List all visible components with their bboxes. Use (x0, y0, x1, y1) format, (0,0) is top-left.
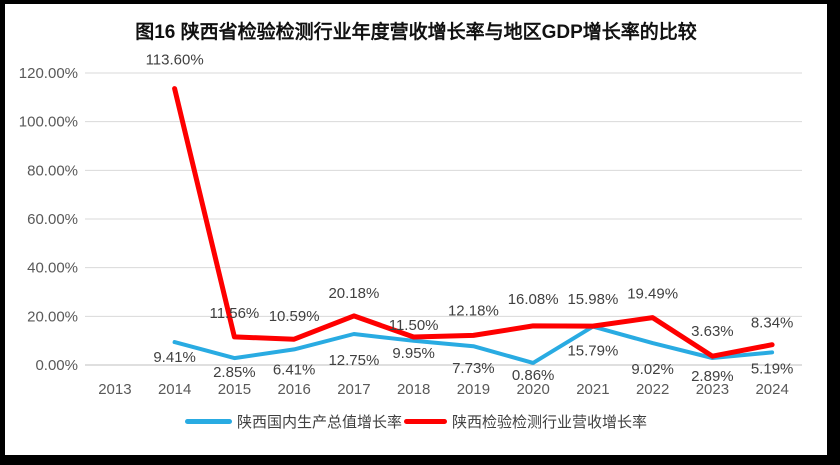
data-label: 5.19% (751, 360, 794, 377)
x-axis-tick-label: 2021 (576, 381, 609, 398)
data-label: 2.85% (213, 364, 256, 381)
industry-line (172, 86, 775, 359)
data-label: 7.73% (452, 360, 495, 377)
chart-title: 图16 陕西省检验检测行业年度营收增长率与地区GDP增长率的比较 (135, 22, 697, 43)
legend: 陕西国内生产总值增长率 陕西检验检测行业营收增长率 (5, 411, 827, 432)
data-label: 3.63% (691, 323, 734, 340)
data-label: 15.79% (567, 343, 618, 360)
data-label: 9.41% (153, 349, 196, 366)
x-axis-tick-label: 2020 (516, 381, 549, 398)
data-label: 12.75% (328, 352, 379, 369)
y-axis-tick-label: 80.00% (27, 162, 78, 179)
x-axis-tick-label: 2014 (158, 381, 191, 398)
y-axis-tick-label: 0.00% (35, 357, 78, 374)
x-axis-tick-label: 2013 (98, 381, 131, 398)
data-label: 113.60% (146, 52, 204, 69)
data-label: 20.18% (328, 285, 379, 302)
y-axis-tick-label: 100.00% (19, 114, 78, 131)
gdp-series-swatch (184, 419, 232, 424)
legend-item-industry: 陕西检验检测行业营收增长率 (404, 411, 647, 432)
data-label: 11.50% (389, 317, 439, 334)
industry-series-label: 陕西检验检测行业营收增长率 (452, 414, 648, 431)
industry-series-swatch (404, 419, 447, 424)
data-label: 6.41% (273, 361, 316, 378)
x-axis-tick-label: 2019 (457, 381, 490, 398)
x-axis-tick-label: 2024 (755, 381, 788, 398)
data-label: 8.34% (751, 315, 794, 332)
x-axis-tick-label: 2022 (636, 381, 669, 398)
line-chart: 0.00% 20.00% 40.00% 60.00% 80.00% 100.00% 120.… (19, 52, 802, 398)
y-axis-tick-label: 20.00% (27, 308, 78, 325)
x-axis-tick-label: 2017 (337, 381, 370, 398)
data-label: 12.18% (448, 302, 499, 319)
data-label: 16.08% (508, 291, 559, 308)
y-axis-tick-label: 40.00% (27, 260, 78, 277)
data-label: 19.49% (627, 286, 678, 303)
legend-item-gdp: 陕西国内生产总值增长率 (184, 411, 402, 432)
y-axis-tick-label: 120.00% (19, 65, 78, 82)
data-label: 2.89% (691, 368, 734, 385)
x-axis-tick-label: 2015 (218, 381, 251, 398)
data-label: 9.95% (392, 345, 435, 362)
x-axis-tick-label: 2016 (277, 381, 310, 398)
data-label: 0.86% (512, 367, 555, 384)
chart-canvas: 图16 陕西省检验检测行业年度营收增长率与地区GDP增长率的比较 0.00% 20… (5, 4, 827, 455)
x-axis-tick-label: 2023 (696, 381, 729, 398)
gdp-line (172, 324, 775, 365)
gdp-series-label: 陕西国内生产总值增长率 (236, 414, 402, 431)
data-label: 10.59% (269, 308, 320, 325)
x-axis-tick-label: 2018 (397, 381, 430, 398)
data-label: 9.02% (631, 361, 674, 378)
y-axis-tick-label: 60.00% (27, 211, 78, 228)
data-label: 15.98% (567, 291, 618, 308)
data-label: 11.56% (209, 305, 259, 322)
